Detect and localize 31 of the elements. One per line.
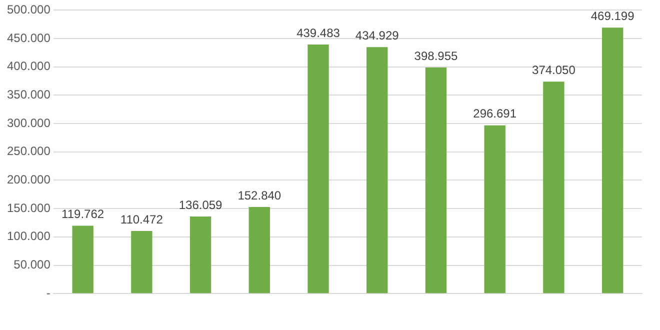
data-label: 434.929 [355,28,400,42]
bar [366,47,388,294]
y-tick-label: 200.000 [6,172,51,187]
data-label: 469.199 [590,8,635,23]
data-label: 136.059 [178,198,223,212]
y-tick-label: 350.000 [6,88,51,102]
bar [308,44,329,294]
y-tick-label: 400.000 [6,59,51,74]
bar [190,216,212,294]
y-tick-label: 100.000 [6,229,51,244]
bar [131,230,152,294]
y-tick-label: 300.000 [6,116,51,130]
y-tick-label: 50.000 [14,258,51,272]
y-tick-label: 500.000 [6,2,51,17]
data-label: 439.483 [296,26,340,40]
data-label: 296.691 [473,106,517,121]
bar [72,226,94,294]
bar [248,206,270,294]
y-tick-label: 250.000 [6,144,51,158]
data-label: 110.472 [120,212,164,226]
data-label: 398.955 [414,48,458,63]
bar [425,67,447,294]
y-tick-label: 150.000 [6,200,51,215]
bar [543,82,564,294]
y-tick-label: - [46,286,50,300]
y-tick-label: 450.000 [6,30,51,45]
data-label: 152.840 [238,188,282,202]
data-label: 119.762 [62,207,104,222]
data-label: 374.050 [532,62,576,77]
bar [484,125,506,294]
bar [602,28,624,294]
